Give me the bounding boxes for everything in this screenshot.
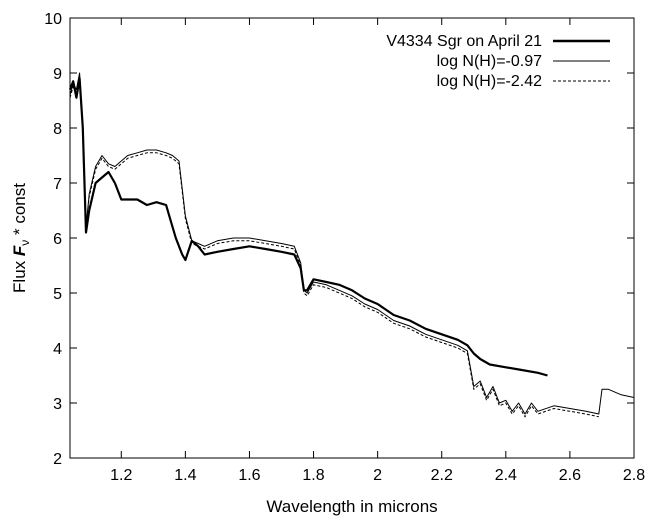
x-tick-label: 2.8: [623, 467, 645, 484]
y-axis-label-subscript: ν: [18, 240, 32, 246]
y-tick-label: 7: [53, 176, 62, 193]
series-model-242-line: [69, 75, 599, 418]
y-tick-label: 9: [53, 66, 62, 83]
ticks-layer: 1.2 1.4 1.6 1.8 2 2.2 2.4 2.6 2.8 2 3 4 5 6 7 8 9 10: [44, 11, 645, 484]
x-tick-label: 2.4: [495, 467, 517, 484]
series-model-097-line: [69, 72, 635, 415]
y-axis-label: Flux Fν * const: [10, 183, 32, 293]
x-tick-label: 1.6: [238, 467, 260, 484]
y-axis-label-symbol: F: [10, 245, 29, 256]
plot-frame: [69, 17, 635, 459]
legend-label-model-242: log N(H)=-2.42: [437, 73, 542, 90]
y-tick-label: 3: [53, 396, 62, 413]
x-tick-label: 2.6: [559, 467, 581, 484]
y-tick-label: 6: [53, 231, 62, 248]
legend-label-model-097: log N(H)=-0.97: [437, 53, 542, 70]
x-axis-label: Wavelength in microns: [266, 497, 437, 516]
x-tick-label: 1.4: [174, 467, 196, 484]
legend-label-observed: V4334 Sgr on April 21: [386, 33, 542, 50]
y-tick-label: 2: [53, 451, 62, 468]
x-tick-label: 2.2: [431, 467, 453, 484]
y-tick-label: 4: [53, 341, 62, 358]
series-layer: [68, 72, 635, 418]
y-axis-label-suffix: * const: [10, 183, 29, 240]
y-tick-label: 10: [44, 11, 62, 28]
y-tick-label: 5: [53, 286, 62, 303]
x-tick-label: 2: [373, 467, 382, 484]
legend: V4334 Sgr on April 21 log N(H)=-0.97 log…: [386, 33, 610, 90]
series-observed-line: [68, 77, 548, 377]
y-tick-label: 8: [53, 121, 62, 138]
y-axis-label-prefix: Flux: [10, 256, 29, 293]
x-tick-label: 1.8: [302, 467, 324, 484]
x-tick-label: 1.2: [110, 467, 132, 484]
